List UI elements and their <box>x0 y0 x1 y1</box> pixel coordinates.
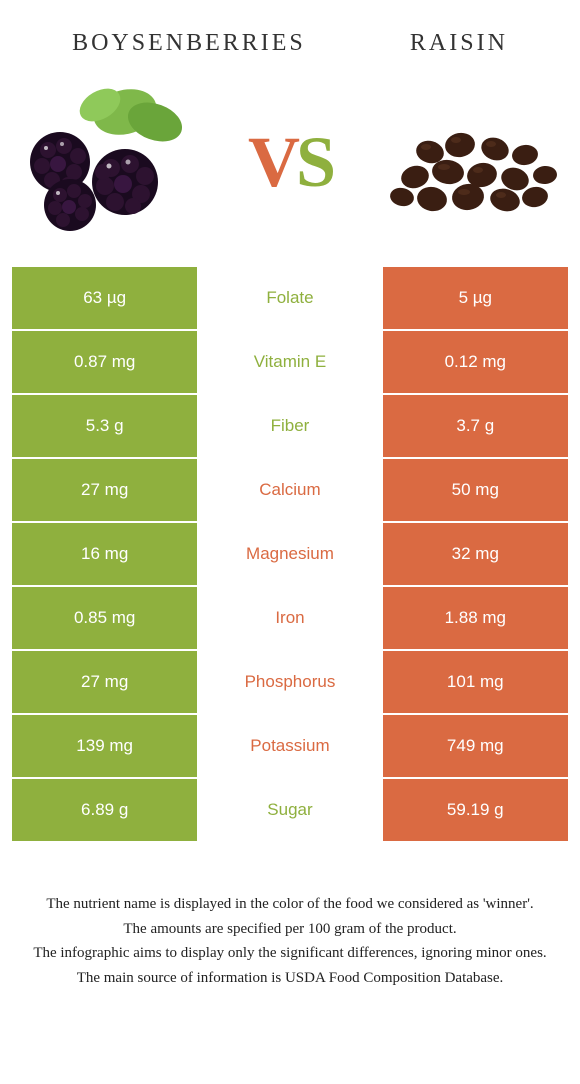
right-value-cell: 101 mg <box>383 651 568 713</box>
footer-notes: The nutrient name is displayed in the co… <box>0 843 580 1011</box>
nutrient-label-cell: Iron <box>197 587 382 649</box>
comparison-table: 63 µgFolate5 µg0.87 mgVitamin E0.12 mg5.… <box>0 267 580 841</box>
nutrient-label-cell: Fiber <box>197 395 382 457</box>
table-row: 6.89 gSugar59.19 g <box>12 779 568 841</box>
nutrient-label-cell: Calcium <box>197 459 382 521</box>
table-row: 27 mgCalcium50 mg <box>12 459 568 521</box>
footer-line: The infographic aims to display only the… <box>20 942 560 965</box>
right-value-cell: 5 µg <box>383 267 568 329</box>
nutrient-label-cell: Vitamin E <box>197 331 382 393</box>
left-value-cell: 0.85 mg <box>12 587 197 649</box>
left-value-cell: 5.3 g <box>12 395 197 457</box>
left-value-cell: 139 mg <box>12 715 197 777</box>
left-value-cell: 0.87 mg <box>12 331 197 393</box>
footer-line: The main source of information is USDA F… <box>20 967 560 990</box>
nutrient-label-cell: Sugar <box>197 779 382 841</box>
nutrient-label-cell: Potassium <box>197 715 382 777</box>
left-value-cell: 63 µg <box>12 267 197 329</box>
left-value-cell: 6.89 g <box>12 779 197 841</box>
table-row: 63 µgFolate5 µg <box>12 267 568 329</box>
images-row: VS <box>0 67 580 267</box>
right-value-cell: 32 mg <box>383 523 568 585</box>
table-row: 16 mgMagnesium32 mg <box>12 523 568 585</box>
table-row: 27 mgPhosphorus101 mg <box>12 651 568 713</box>
table-row: 0.87 mgVitamin E0.12 mg <box>12 331 568 393</box>
left-value-cell: 27 mg <box>12 459 197 521</box>
vs-label: VS <box>248 121 332 204</box>
footer-line: The nutrient name is displayed in the co… <box>20 893 560 916</box>
right-value-cell: 0.12 mg <box>383 331 568 393</box>
table-row: 0.85 mgIron1.88 mg <box>12 587 568 649</box>
nutrient-label-cell: Folate <box>197 267 382 329</box>
raisin-image <box>370 87 570 237</box>
left-value-cell: 16 mg <box>12 523 197 585</box>
vs-v-letter: V <box>248 122 296 202</box>
vs-s-letter: S <box>296 122 332 202</box>
footer-line: The amounts are specified per 100 gram o… <box>20 918 560 941</box>
table-row: 139 mgPotassium749 mg <box>12 715 568 777</box>
table-row: 5.3 gFiber3.7 g <box>12 395 568 457</box>
header: Boysenberries Raisin <box>0 0 580 67</box>
left-value-cell: 27 mg <box>12 651 197 713</box>
right-value-cell: 59.19 g <box>383 779 568 841</box>
right-value-cell: 50 mg <box>383 459 568 521</box>
left-food-title: Boysenberries <box>72 30 306 57</box>
right-value-cell: 3.7 g <box>383 395 568 457</box>
nutrient-label-cell: Phosphorus <box>197 651 382 713</box>
boysenberries-image <box>10 87 210 237</box>
right-value-cell: 749 mg <box>383 715 568 777</box>
right-food-title: Raisin <box>410 30 508 57</box>
right-value-cell: 1.88 mg <box>383 587 568 649</box>
nutrient-label-cell: Magnesium <box>197 523 382 585</box>
